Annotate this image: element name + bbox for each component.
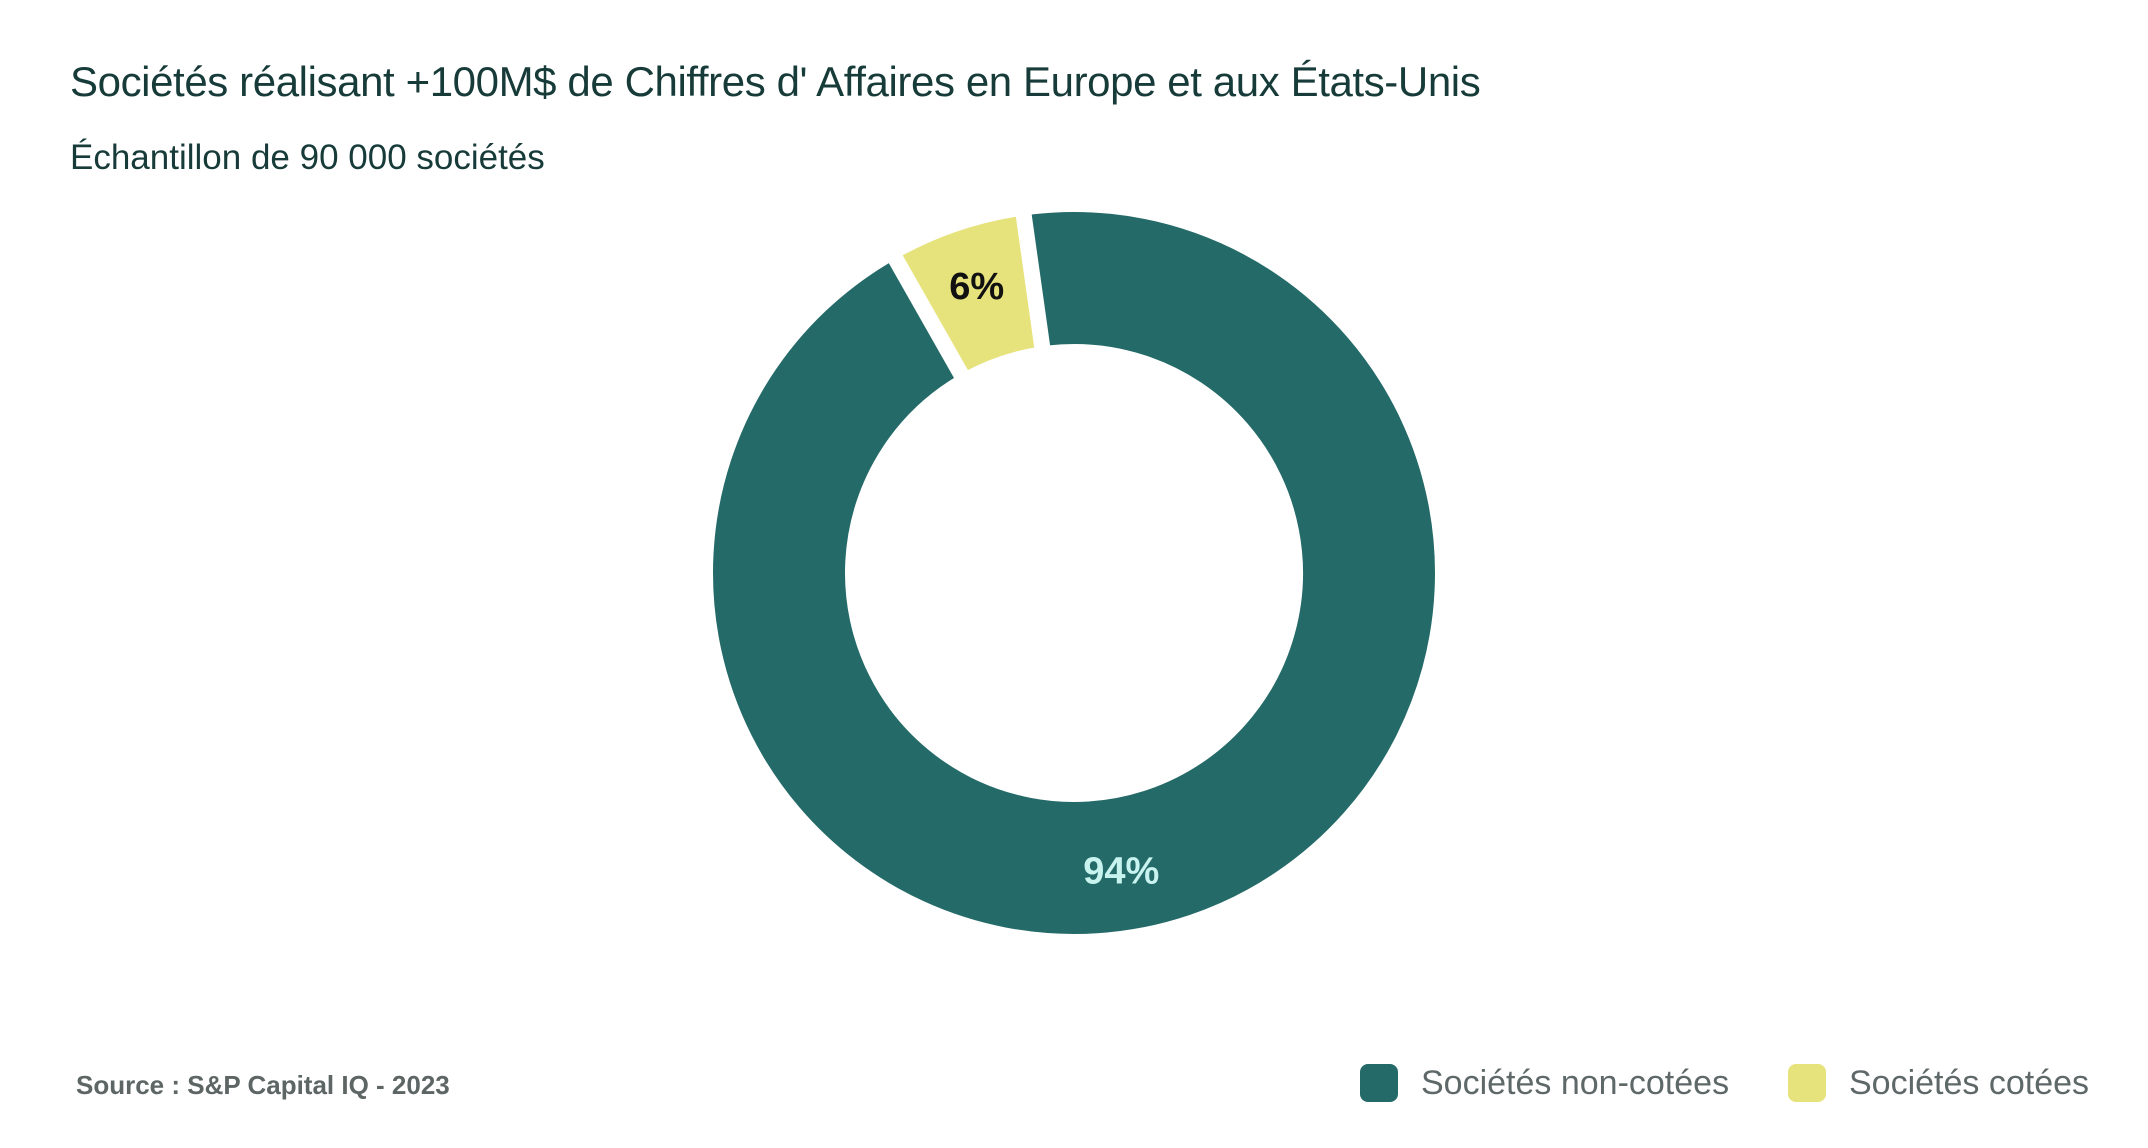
data-label-0: 94% xyxy=(1083,850,1159,892)
data-label-1: 6% xyxy=(949,266,1004,308)
slice-gap-1 xyxy=(1014,198,1052,364)
chart-title: Sociétés réalisant +100M$ de Chiffres d'… xyxy=(70,58,1481,105)
chart-subtitle: Échantillon de 90 000 sociétés xyxy=(70,138,545,177)
legend-swatch xyxy=(1360,1064,1398,1102)
source-note: Source : S&P Capital IQ - 2023 xyxy=(76,1070,450,1100)
legend-item-non-listed: Sociétés non-cotées xyxy=(1360,1062,1729,1104)
donut-slice-0 xyxy=(713,212,1435,934)
legend-label: Sociétés cotées xyxy=(1849,1063,2090,1102)
legend-label: Sociétés non-cotées xyxy=(1421,1063,1730,1102)
slice-gap-0 xyxy=(883,243,974,390)
legend-item-listed: Sociétés cotées xyxy=(1788,1062,2089,1104)
legend-swatch xyxy=(1788,1064,1826,1102)
